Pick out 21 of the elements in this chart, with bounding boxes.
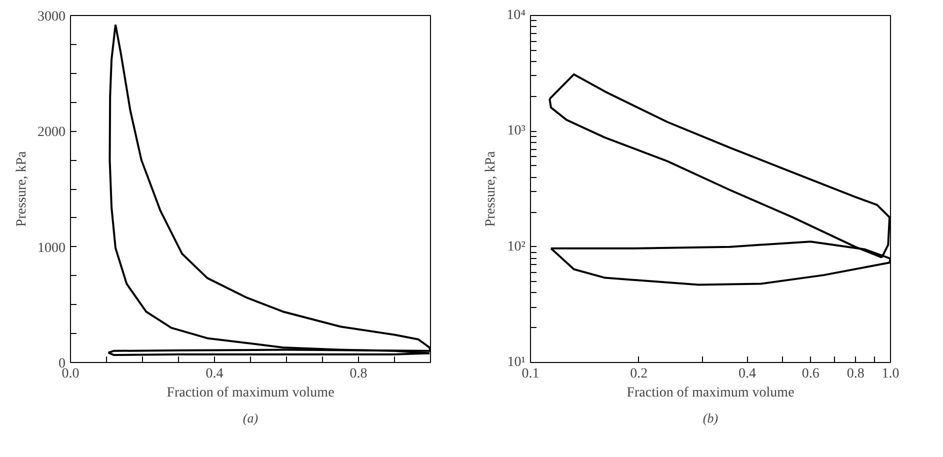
y-tick-label: 10³ bbox=[507, 124, 526, 139]
x-axis-title: Fraction of maximum volume bbox=[626, 386, 794, 400]
x-tick-label: 0.2 bbox=[630, 366, 648, 382]
y-tick-label: 3000 bbox=[38, 10, 66, 24]
text: (b) bbox=[702, 410, 718, 426]
x-tick-label: 1.0 bbox=[882, 366, 900, 382]
x-axis-title: Fraction of maximum volume bbox=[166, 386, 334, 400]
y-tick-label: 1000 bbox=[38, 240, 66, 256]
y-tick-label: 2000 bbox=[38, 125, 66, 140]
x-tick-label: 0.8 bbox=[350, 366, 368, 382]
x-tick-label: 0.1 bbox=[522, 366, 540, 382]
y-axis-title: Pressure, kPa bbox=[484, 150, 499, 227]
x-tick-label: 0.0 bbox=[62, 366, 80, 382]
text: (a) bbox=[242, 410, 258, 426]
y-axis-title: Pressure, kPa bbox=[14, 150, 30, 227]
x-tick-label: 0.6 bbox=[802, 366, 820, 382]
x-tick-label: 0.8 bbox=[846, 366, 864, 382]
y-tick-label: 10⁴ bbox=[506, 8, 526, 23]
y-tick-label: 10² bbox=[507, 239, 526, 254]
x-tick-label: 0.4 bbox=[206, 366, 224, 382]
x-tick-label: 0.4 bbox=[738, 366, 756, 382]
